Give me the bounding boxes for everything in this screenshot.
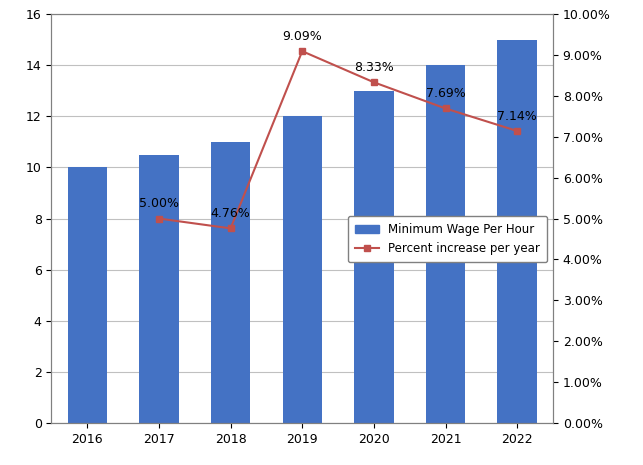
Text: 4.76%: 4.76% xyxy=(211,207,250,220)
Text: 9.09%: 9.09% xyxy=(282,30,322,43)
Legend: Minimum Wage Per Hour, Percent increase per year: Minimum Wage Per Hour, Percent increase … xyxy=(348,216,547,262)
Bar xyxy=(426,65,465,423)
Text: 8.33%: 8.33% xyxy=(354,61,394,74)
Line: Percent increase per year: Percent increase per year xyxy=(156,48,521,232)
Bar xyxy=(354,91,394,423)
Text: 5.00%: 5.00% xyxy=(139,197,179,210)
Bar xyxy=(211,142,250,423)
Percent increase per year xyxy=(442,106,449,111)
Bar xyxy=(68,167,107,423)
Percent increase per year xyxy=(227,226,235,231)
Percent increase per year xyxy=(513,128,521,134)
Text: 7.69%: 7.69% xyxy=(426,87,466,100)
Bar xyxy=(282,116,322,423)
Bar xyxy=(498,40,537,423)
Percent increase per year xyxy=(155,216,163,221)
Text: 7.14%: 7.14% xyxy=(497,110,537,123)
Percent increase per year xyxy=(298,48,306,54)
Percent increase per year xyxy=(370,80,377,85)
Bar xyxy=(139,154,179,423)
